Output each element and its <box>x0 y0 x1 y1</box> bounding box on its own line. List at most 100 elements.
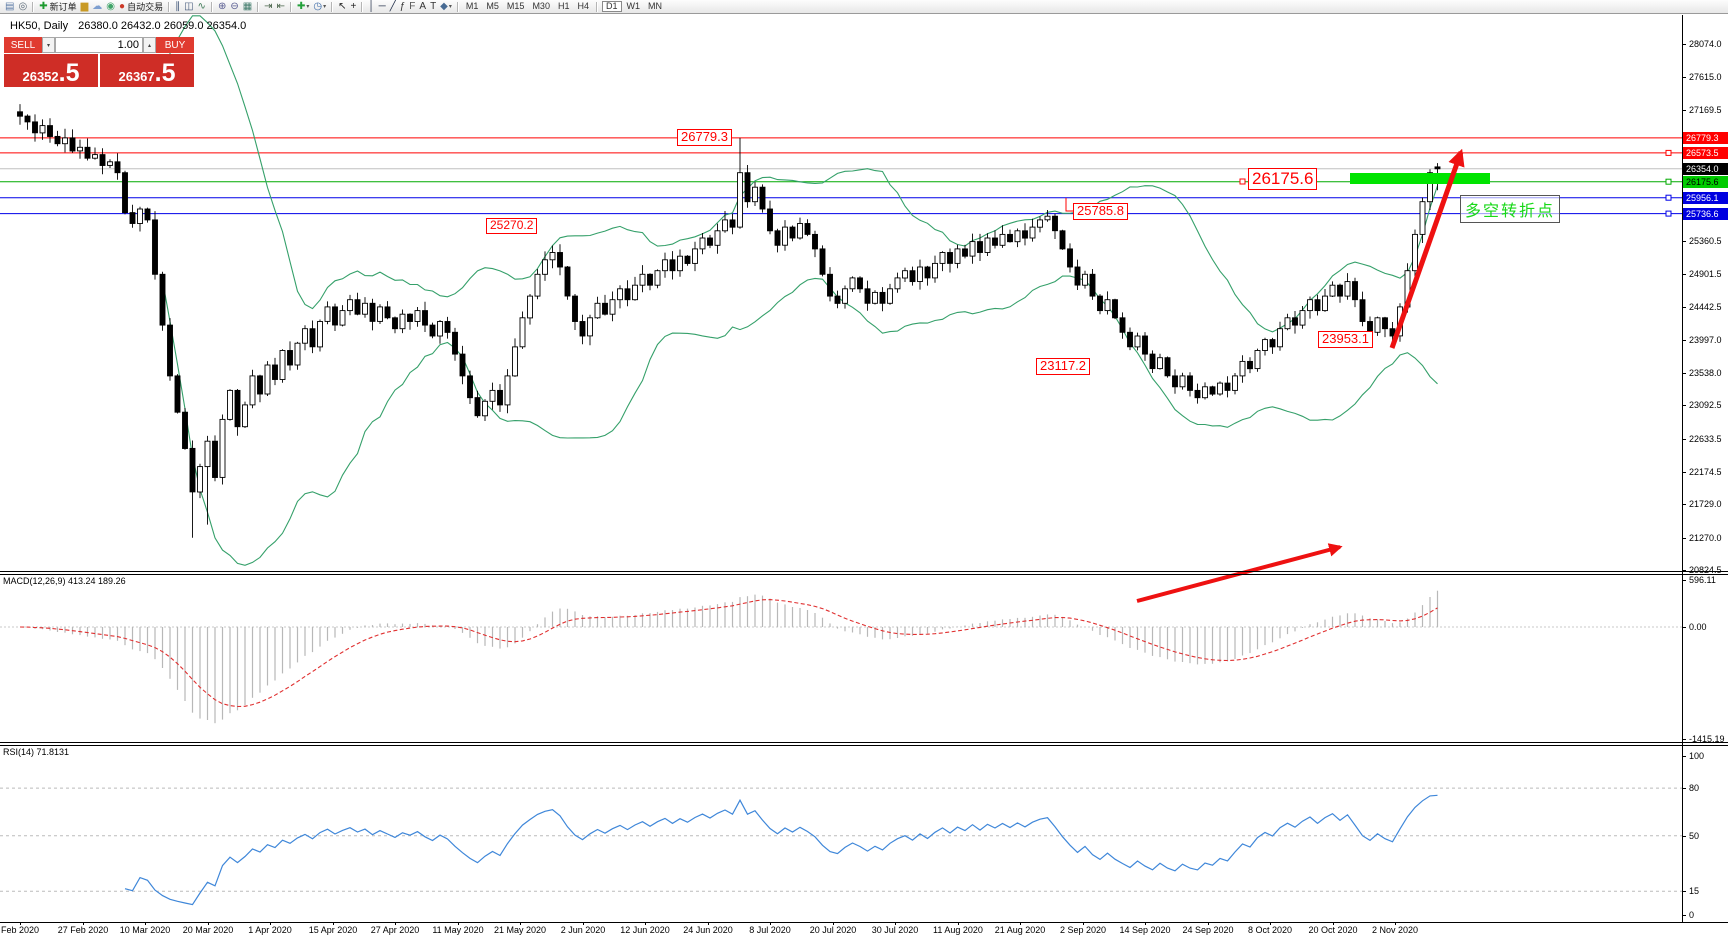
buy-price-display[interactable]: 26367.5 <box>100 54 194 87</box>
panel-separator[interactable] <box>0 574 1728 575</box>
tile-windows-icon: ▦ <box>242 0 253 12</box>
fibonacci-tool-icon: ƒ <box>399 0 406 12</box>
panel-separator[interactable] <box>0 745 1728 746</box>
date-label: 20 Jul 2020 <box>809 925 857 935</box>
timeframe-H4[interactable]: H4 <box>577 1 589 11</box>
crosshair-tool-button[interactable]: + <box>349 1 359 13</box>
new-order-button[interactable]: ✚ 新订单 <box>37 1 78 13</box>
text-label-tool-button[interactable]: T <box>428 1 438 13</box>
bar-chart-type-button[interactable]: ∥ <box>173 1 182 13</box>
cursor-tool-button[interactable]: ↖ <box>336 1 348 13</box>
date-label: 27 Feb 2020 <box>57 925 109 935</box>
date-label: 11 Aug 2020 <box>933 925 983 935</box>
timeframe-M30[interactable]: M30 <box>532 1 550 11</box>
symbol-period-label: HK50, Daily <box>10 20 69 32</box>
candlestick-type-button[interactable]: ◫ <box>182 1 195 13</box>
zoom-out-button[interactable]: ⊖ <box>228 1 240 13</box>
date-label: 1 Apr 2020 <box>248 925 292 935</box>
price-axis-label: 23997.0 <box>1689 335 1722 345</box>
date-tick <box>708 922 709 925</box>
line-chart-type-icon: ∿ <box>197 0 206 12</box>
annotation-resistance-26779[interactable]: 26779.3 <box>677 129 732 146</box>
timeframe-MN[interactable]: MN <box>648 1 662 11</box>
sell-price-main: 26352 <box>22 69 59 84</box>
label-handle <box>1239 178 1246 185</box>
sell-button[interactable]: SELL <box>4 37 42 53</box>
volume-increase-button[interactable]: ▴ <box>143 37 156 53</box>
timeframe-W1[interactable]: W1 <box>626 1 641 11</box>
timeframe-M1[interactable]: M1 <box>465 1 479 11</box>
date-tick <box>520 922 521 925</box>
date-label: 11 May 2020 <box>432 925 484 935</box>
macd-axis-label: -1415.19 <box>1689 734 1725 744</box>
zoom-in-icon: ⊕ <box>217 0 227 12</box>
new-chart-button[interactable]: ▤ <box>3 1 16 13</box>
annotation-level-25270[interactable]: 25270.2 <box>486 218 538 234</box>
price-axis-label: 22174.5 <box>1689 467 1722 477</box>
zoom-in-button[interactable]: ⊕ <box>216 1 228 13</box>
horizontal-line-tool-button[interactable]: ─ <box>377 1 388 13</box>
annotation-level-26175[interactable]: 26175.6 <box>1248 168 1318 190</box>
chart-shift-button[interactable]: ⇤ <box>275 1 287 13</box>
indicators-list-button[interactable]: ✚ ▾ <box>295 1 311 13</box>
buy-button[interactable]: BUY <box>156 37 194 53</box>
volume-input[interactable] <box>55 37 143 53</box>
volume-decrease-button[interactable]: ▾ <box>42 37 55 53</box>
panel-separator[interactable] <box>0 571 1728 572</box>
market-watch-button[interactable]: ◎ <box>16 1 29 13</box>
date-tick <box>645 922 646 925</box>
timeframe-M15[interactable]: M15 <box>506 1 525 11</box>
timeframe-M5[interactable]: M5 <box>486 1 499 11</box>
highlight-bar[interactable] <box>1350 173 1490 184</box>
timeframe-H1[interactable]: H1 <box>557 1 570 11</box>
timeframe-D1[interactable]: D1 <box>601 1 622 12</box>
toolbar-separator <box>595 1 598 12</box>
annotation-level-23953[interactable]: 23953.1 <box>1318 331 1373 348</box>
mql5-community-button[interactable]: ☁ <box>90 1 104 13</box>
rsi-axis-label: 100 <box>1689 751 1705 761</box>
shapes-tool-button[interactable]: ◆ ▾ <box>438 1 454 13</box>
text-tool-button[interactable]: A <box>417 1 428 13</box>
trendline-tool-button[interactable]: ╱ <box>388 1 398 13</box>
axis-tick <box>1682 439 1686 440</box>
sell-price-display[interactable]: 26352.5 <box>4 54 98 87</box>
signals-button[interactable]: ◉ <box>104 1 117 13</box>
axis-tick <box>1682 836 1686 837</box>
auto-trading-button[interactable]: ● 自动交易 <box>117 1 165 13</box>
toolbar-separator <box>361 1 364 12</box>
price-tag: 26573.5 <box>1683 147 1728 159</box>
annotation-bull-bear-turning-point[interactable]: 多空转折点 <box>1460 195 1561 223</box>
price-tag: 25956.1 <box>1683 192 1728 204</box>
new-chart-icon: ▤ <box>5 0 15 12</box>
annotation-level-23117[interactable]: 23117.2 <box>1036 358 1091 375</box>
bollinger-upper-band <box>162 15 1439 333</box>
line-chart-type-button[interactable]: ∿ <box>196 1 208 13</box>
auto-scroll-button[interactable]: ⇥ <box>262 1 274 13</box>
date-tick <box>1395 922 1396 925</box>
fibo-expansion-tool-button[interactable]: F <box>407 1 417 13</box>
new-order-label: 新订单 <box>49 2 77 12</box>
date-label: Feb 2020 <box>0 925 40 935</box>
date-tick <box>458 922 459 925</box>
vertical-line-tool-button[interactable]: │ <box>366 1 376 13</box>
annotation-level-25785[interactable]: 25785.8 <box>1073 203 1128 220</box>
date-tick <box>1083 922 1084 925</box>
depth-of-market-button[interactable]: ▆ <box>79 1 91 13</box>
horizontal-levels[interactable] <box>0 137 1682 217</box>
toolbar-separator <box>32 1 35 12</box>
date-label: 21 May 2020 <box>493 925 547 935</box>
date-label: 15 Apr 2020 <box>308 925 358 935</box>
trendline-tool-icon: ╱ <box>389 0 396 12</box>
date-label: 2 Jun 2020 <box>560 925 606 935</box>
fibonacci-tool-button[interactable]: ƒ <box>398 1 408 13</box>
tile-windows-button[interactable]: ▦ <box>241 1 254 13</box>
chart-shift-icon: ⇤ <box>276 0 285 12</box>
date-tick <box>145 922 146 925</box>
date-tick <box>208 922 209 925</box>
price-axis-label: 24442.5 <box>1689 302 1722 312</box>
trend-arrow[interactable] <box>1389 148 1465 349</box>
period-selector-button[interactable]: ◷ ▾ <box>311 1 328 13</box>
price-axis-label: 20824.5 <box>1689 565 1722 575</box>
panel-separator[interactable] <box>0 742 1728 743</box>
